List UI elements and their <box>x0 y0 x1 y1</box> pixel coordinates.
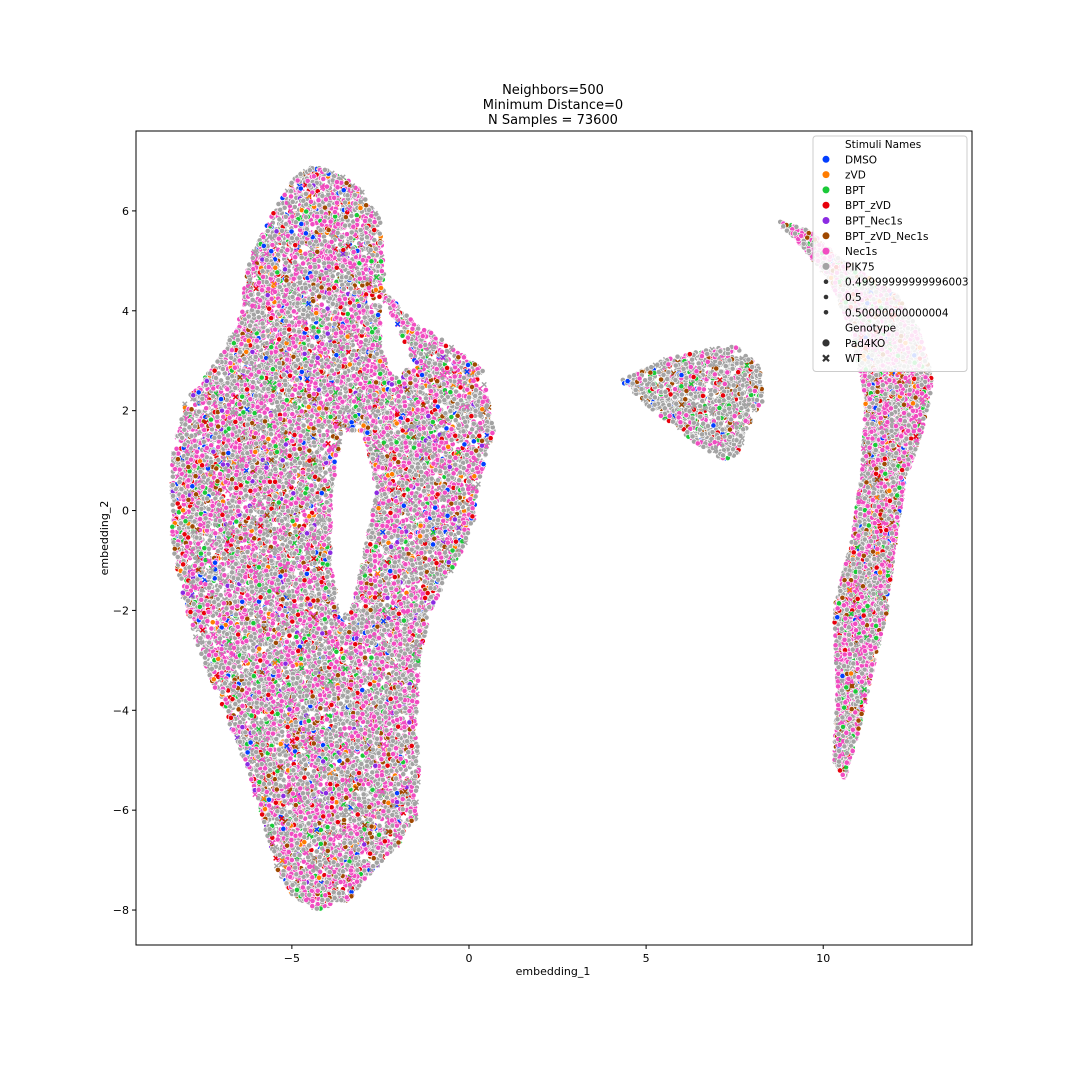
cluster-points <box>168 165 497 912</box>
title-line-2: Minimum Distance=0 <box>483 98 623 113</box>
title-line-3: N Samples = 73600 <box>488 113 618 128</box>
chart-title: Neighbors=500 Minimum Distance=0 N Sampl… <box>483 83 623 128</box>
title-line-1: Neighbors=500 <box>502 83 604 98</box>
scatter-points <box>168 165 935 912</box>
